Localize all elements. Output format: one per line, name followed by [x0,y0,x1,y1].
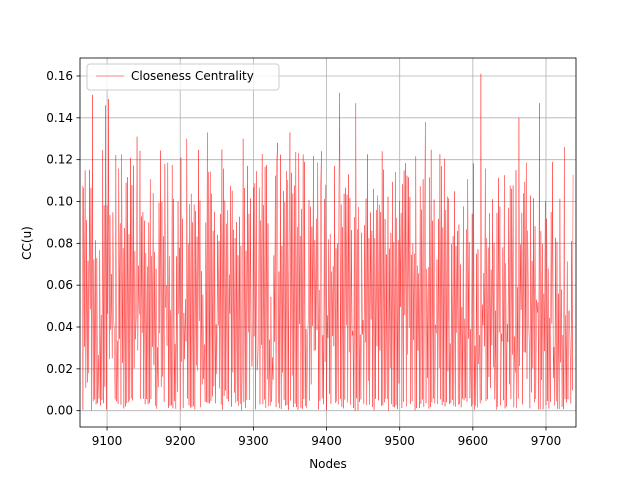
y-tick-label: 0.14 [46,111,73,125]
x-tick-label: 9400 [311,434,342,448]
plot-area-frame [79,57,577,428]
y-tick-label: 0.02 [46,362,73,376]
legend-label: Closeness Centrality [131,69,254,83]
x-tick-label: 9300 [238,434,269,448]
x-tick-label: 9600 [458,434,489,448]
x-tick-label: 9500 [384,434,415,448]
y-tick-label: 0.12 [46,153,73,167]
x-tick-label: 9700 [531,434,562,448]
y-tick-label: 0.10 [46,195,73,209]
legend-box [86,63,280,91]
y-tick-label: 0.00 [46,404,73,418]
y-tick-label: 0.08 [46,236,73,250]
x-axis-ticks: 9100 9200 9300 9400 9500 9600 9700 [92,427,561,448]
x-axis-label: Nodes [309,457,347,471]
y-axis-label: CC(u) [20,226,34,260]
x-tick-label: 9100 [92,434,123,448]
series-line-closeness-centrality [81,73,574,411]
y-tick-label: 0.04 [46,320,73,334]
y-axis-ticks: 0.00 0.02 0.04 0.06 0.08 0.10 0.12 0.14 0.16 [46,69,80,418]
y-tick-label: 0.16 [46,69,73,83]
x-tick-label: 9200 [165,434,196,448]
series-layer [81,73,574,411]
legend: Closeness Centrality [86,63,280,91]
y-tick-label: 0.06 [46,278,73,292]
